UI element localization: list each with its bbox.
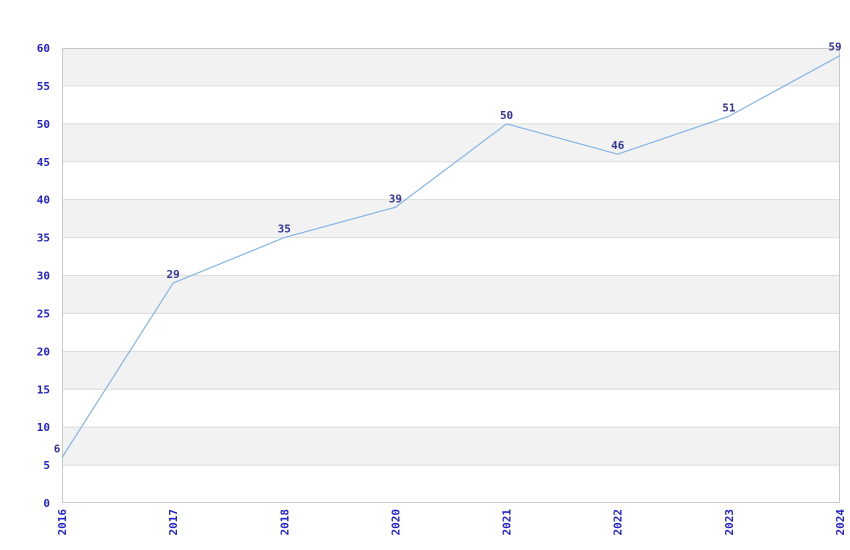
x-tick-label: 2016 (56, 509, 69, 536)
data-label: 51 (722, 101, 736, 114)
data-label: 59 (828, 41, 841, 54)
grid-band (62, 199, 840, 238)
y-tick-label: 35 (37, 232, 50, 245)
data-label: 6 (54, 443, 61, 456)
y-tick-label: 25 (37, 307, 50, 320)
y-tick-label: 10 (37, 421, 50, 434)
y-tick-label: 15 (37, 383, 50, 396)
x-tick-label: 2024 (834, 509, 847, 536)
y-tick-label: 5 (43, 459, 50, 472)
y-tick-label: 40 (37, 194, 50, 207)
series-line (61, 55, 841, 458)
y-tick-label: 60 (37, 42, 50, 55)
grid-band (62, 123, 840, 162)
x-tick-label: 2018 (278, 509, 291, 536)
data-label: 35 (278, 223, 291, 236)
grid-band (62, 275, 840, 314)
y-tick-label: 55 (37, 80, 50, 93)
grid-band (62, 427, 840, 466)
plot-border (62, 48, 840, 503)
x-tick-label: 2017 (167, 509, 180, 536)
x-tick-label: 2022 (612, 509, 625, 536)
x-tick-label: 2021 (501, 509, 514, 536)
y-tick-label: 50 (37, 118, 50, 131)
x-tick-label: 2020 (389, 509, 402, 536)
grid-band (62, 351, 840, 390)
data-label: 29 (167, 268, 180, 281)
data-label: 50 (500, 109, 513, 122)
y-tick-label: 30 (37, 270, 50, 283)
grid-band (62, 48, 840, 86)
data-label: 39 (389, 192, 402, 205)
y-tick-label: 45 (37, 156, 50, 169)
y-tick-label: 0 (43, 497, 50, 510)
x-tick-label: 2023 (723, 509, 736, 536)
data-label: 46 (611, 139, 625, 152)
y-tick-label: 20 (37, 345, 50, 358)
